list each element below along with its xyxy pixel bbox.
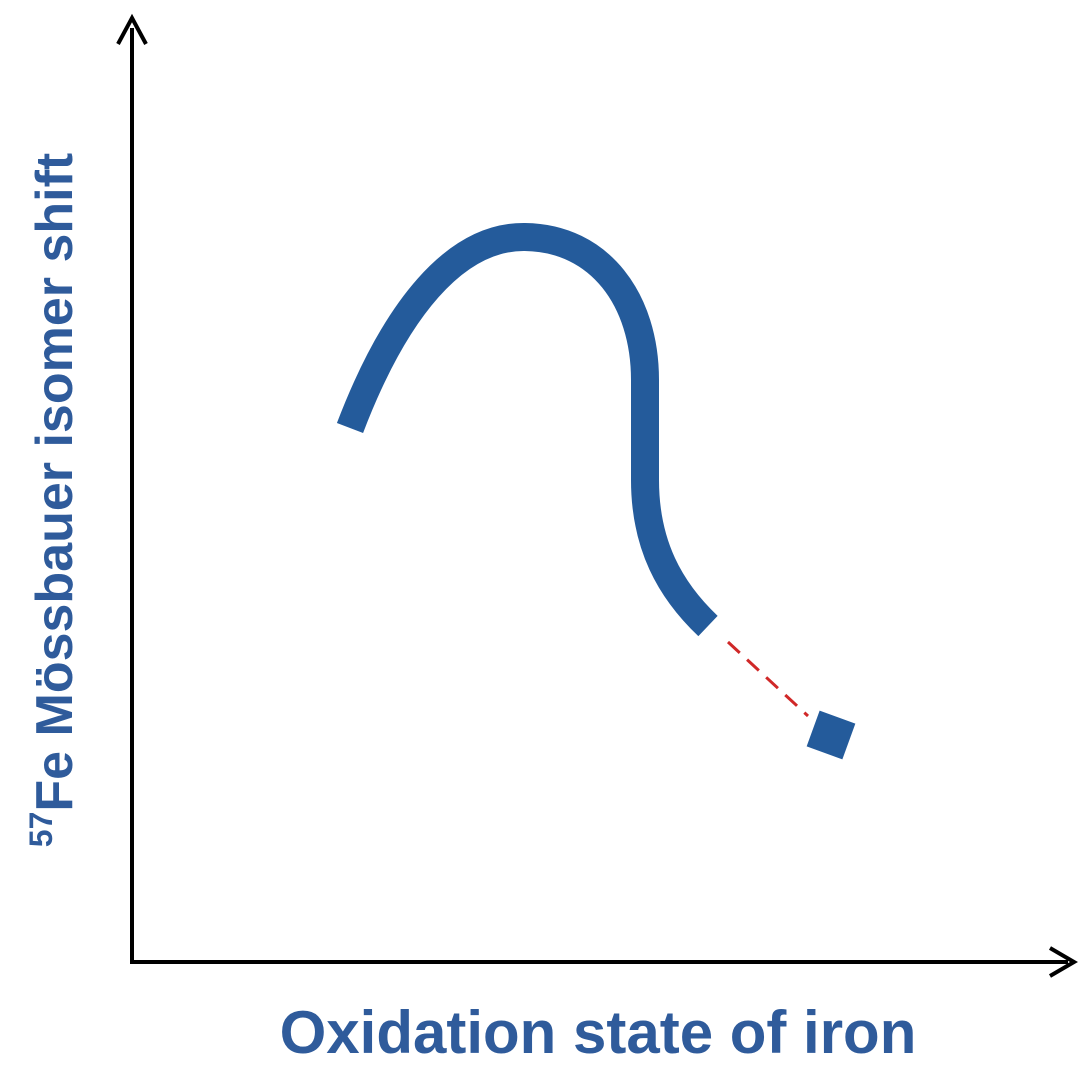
- end-point: [806, 710, 856, 760]
- y-axis-label: 57Fe Mössbauer isomer shift: [23, 153, 84, 847]
- x-axis-arrow: [1048, 946, 1078, 978]
- y-axis-label-superscript: 57: [23, 812, 59, 848]
- dashed-extension: [726, 640, 810, 718]
- x-axis-label: Oxidation state of iron: [280, 999, 917, 1066]
- y-axis-arrow: [116, 13, 148, 45]
- y-axis-label-text: Fe Mössbauer isomer shift: [26, 153, 84, 812]
- trend-curve: [336, 222, 718, 637]
